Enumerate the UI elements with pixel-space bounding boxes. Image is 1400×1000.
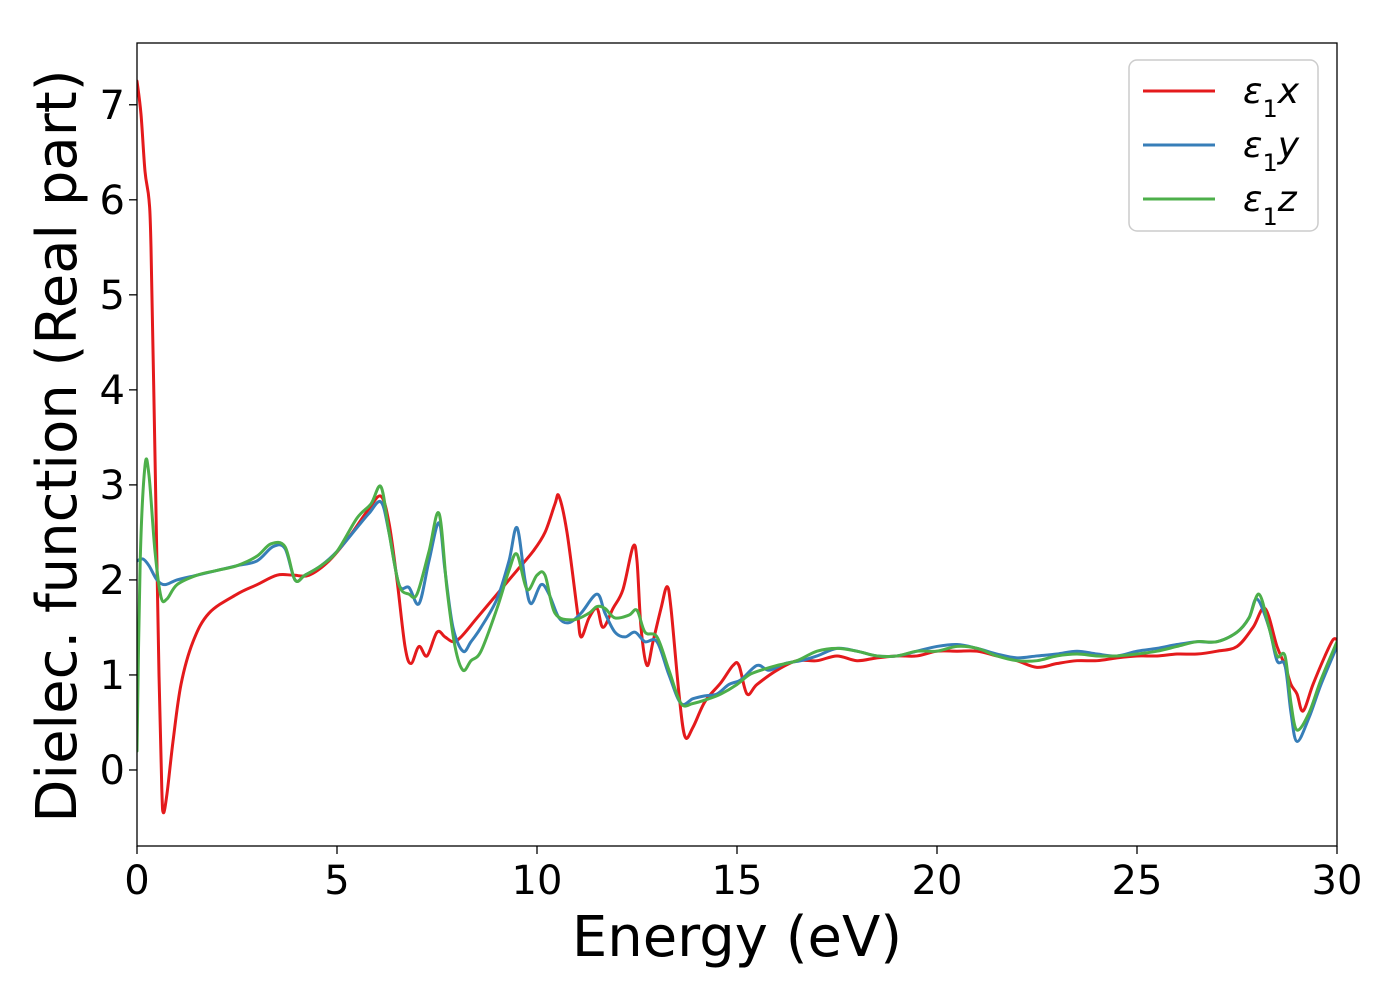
x-tick-label: 20 xyxy=(912,858,963,904)
x-tick-label: 5 xyxy=(324,858,349,904)
x-tick-label: 0 xyxy=(124,858,149,904)
x-tick-label: 30 xyxy=(1312,858,1363,904)
legend-label-x: ε1x xyxy=(1243,71,1300,123)
x-tick-label: 10 xyxy=(512,858,563,904)
series-line-x xyxy=(137,79,1337,815)
series-layer xyxy=(137,79,1337,815)
y-tick-label: 2 xyxy=(100,558,125,604)
plot-frame xyxy=(136,42,1338,847)
y-tick-label: 7 xyxy=(100,83,125,129)
legend-label-y: ε1y xyxy=(1243,125,1300,177)
x-axis-ticks: 0 5 10 15 20 25 30 xyxy=(124,846,1362,904)
y-tick-label: 4 xyxy=(100,368,125,414)
y-tick-label: 0 xyxy=(100,748,125,794)
y-axis-label: Dielec. function (Real part) xyxy=(25,69,90,822)
x-tick-label: 25 xyxy=(1112,858,1163,904)
series-line-z xyxy=(137,457,1337,753)
x-axis-label: Energy (eV) xyxy=(572,905,902,970)
y-tick-label: 5 xyxy=(100,273,125,319)
y-tick-label: 6 xyxy=(100,178,125,224)
x-tick-label: 15 xyxy=(712,858,763,904)
legend-label-z: ε1z xyxy=(1243,179,1298,231)
y-axis-ticks: 0 1 2 3 4 5 6 7 xyxy=(100,83,137,794)
y-tick-label: 1 xyxy=(100,653,125,699)
legend-box xyxy=(1128,59,1319,232)
y-tick-label: 3 xyxy=(100,463,125,509)
